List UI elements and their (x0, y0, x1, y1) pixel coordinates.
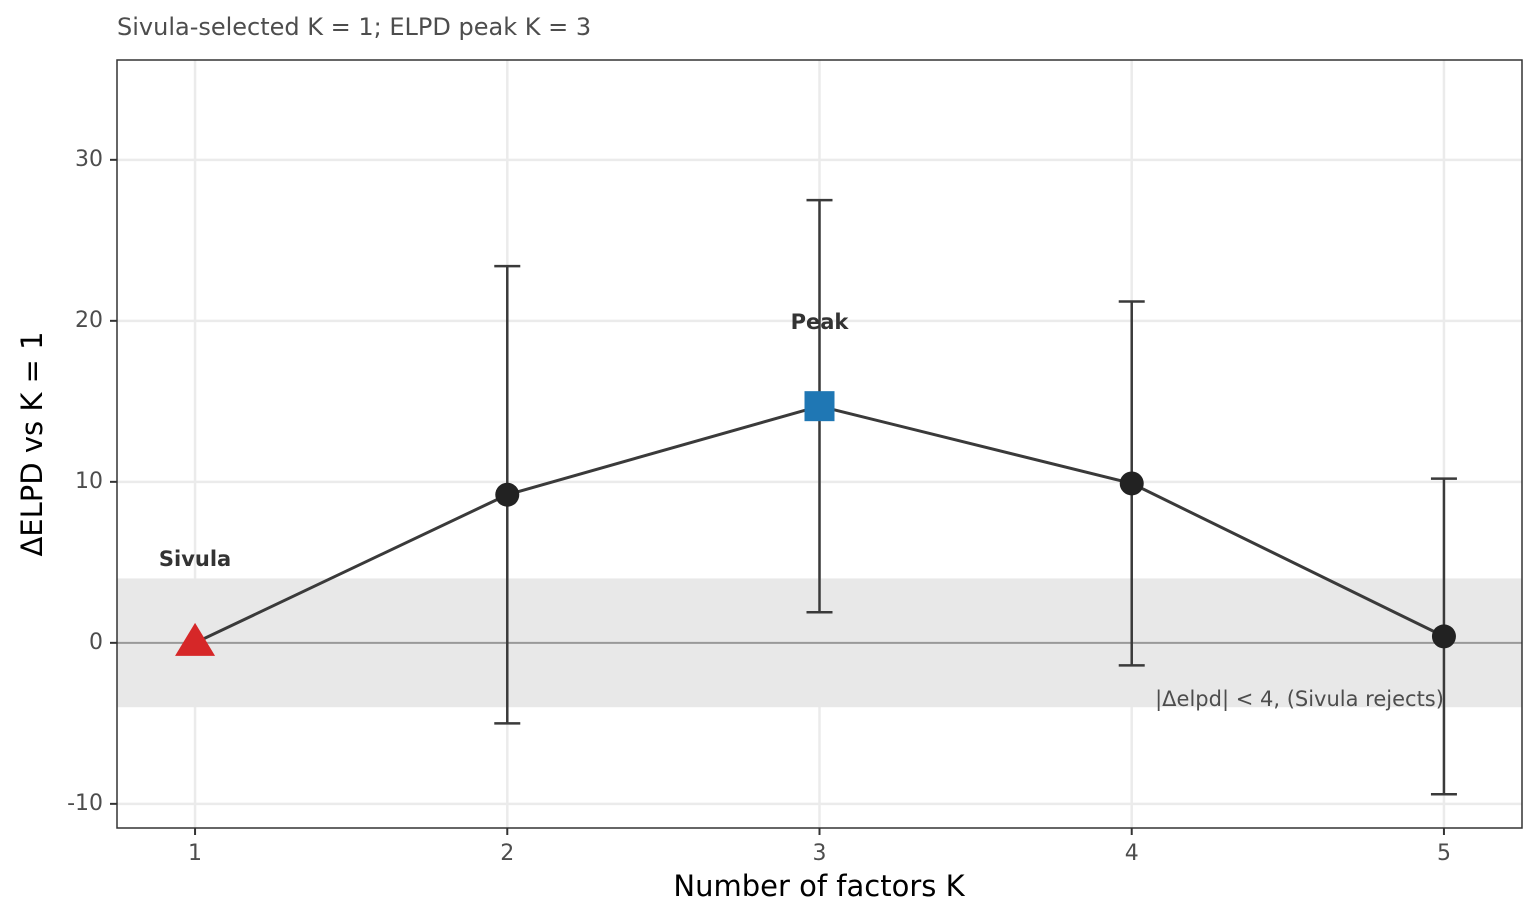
y-tick-label: 30 (75, 147, 103, 172)
x-axis-title: Number of factors K (673, 869, 965, 903)
x-tick-label: 5 (1437, 841, 1451, 866)
x-tick-label: 2 (500, 841, 514, 866)
x-tick-label: 1 (188, 841, 202, 866)
y-tick-label: 10 (75, 469, 103, 494)
point-label: Sivula (159, 547, 231, 571)
y-tick-label: 20 (75, 308, 103, 333)
point (175, 622, 216, 656)
y-axis-title: ΔELPD vs K = 1 (15, 331, 49, 556)
x-tick-label: 3 (813, 841, 827, 866)
panel-border (116, 59, 1523, 829)
y-tick-label: -10 (67, 791, 103, 816)
point (1431, 624, 1456, 649)
point-label: Peak (791, 310, 850, 334)
band-label: |Δelpd| < 4, (Sivula rejects) (1155, 687, 1444, 712)
point (1119, 471, 1144, 496)
x-tick-label: 4 (1125, 841, 1139, 866)
point (495, 482, 520, 507)
point (804, 391, 835, 422)
chart-title: Sivula-selected K = 1; ELPD peak K = 3 (117, 13, 591, 41)
y-tick-label: 0 (89, 630, 103, 655)
